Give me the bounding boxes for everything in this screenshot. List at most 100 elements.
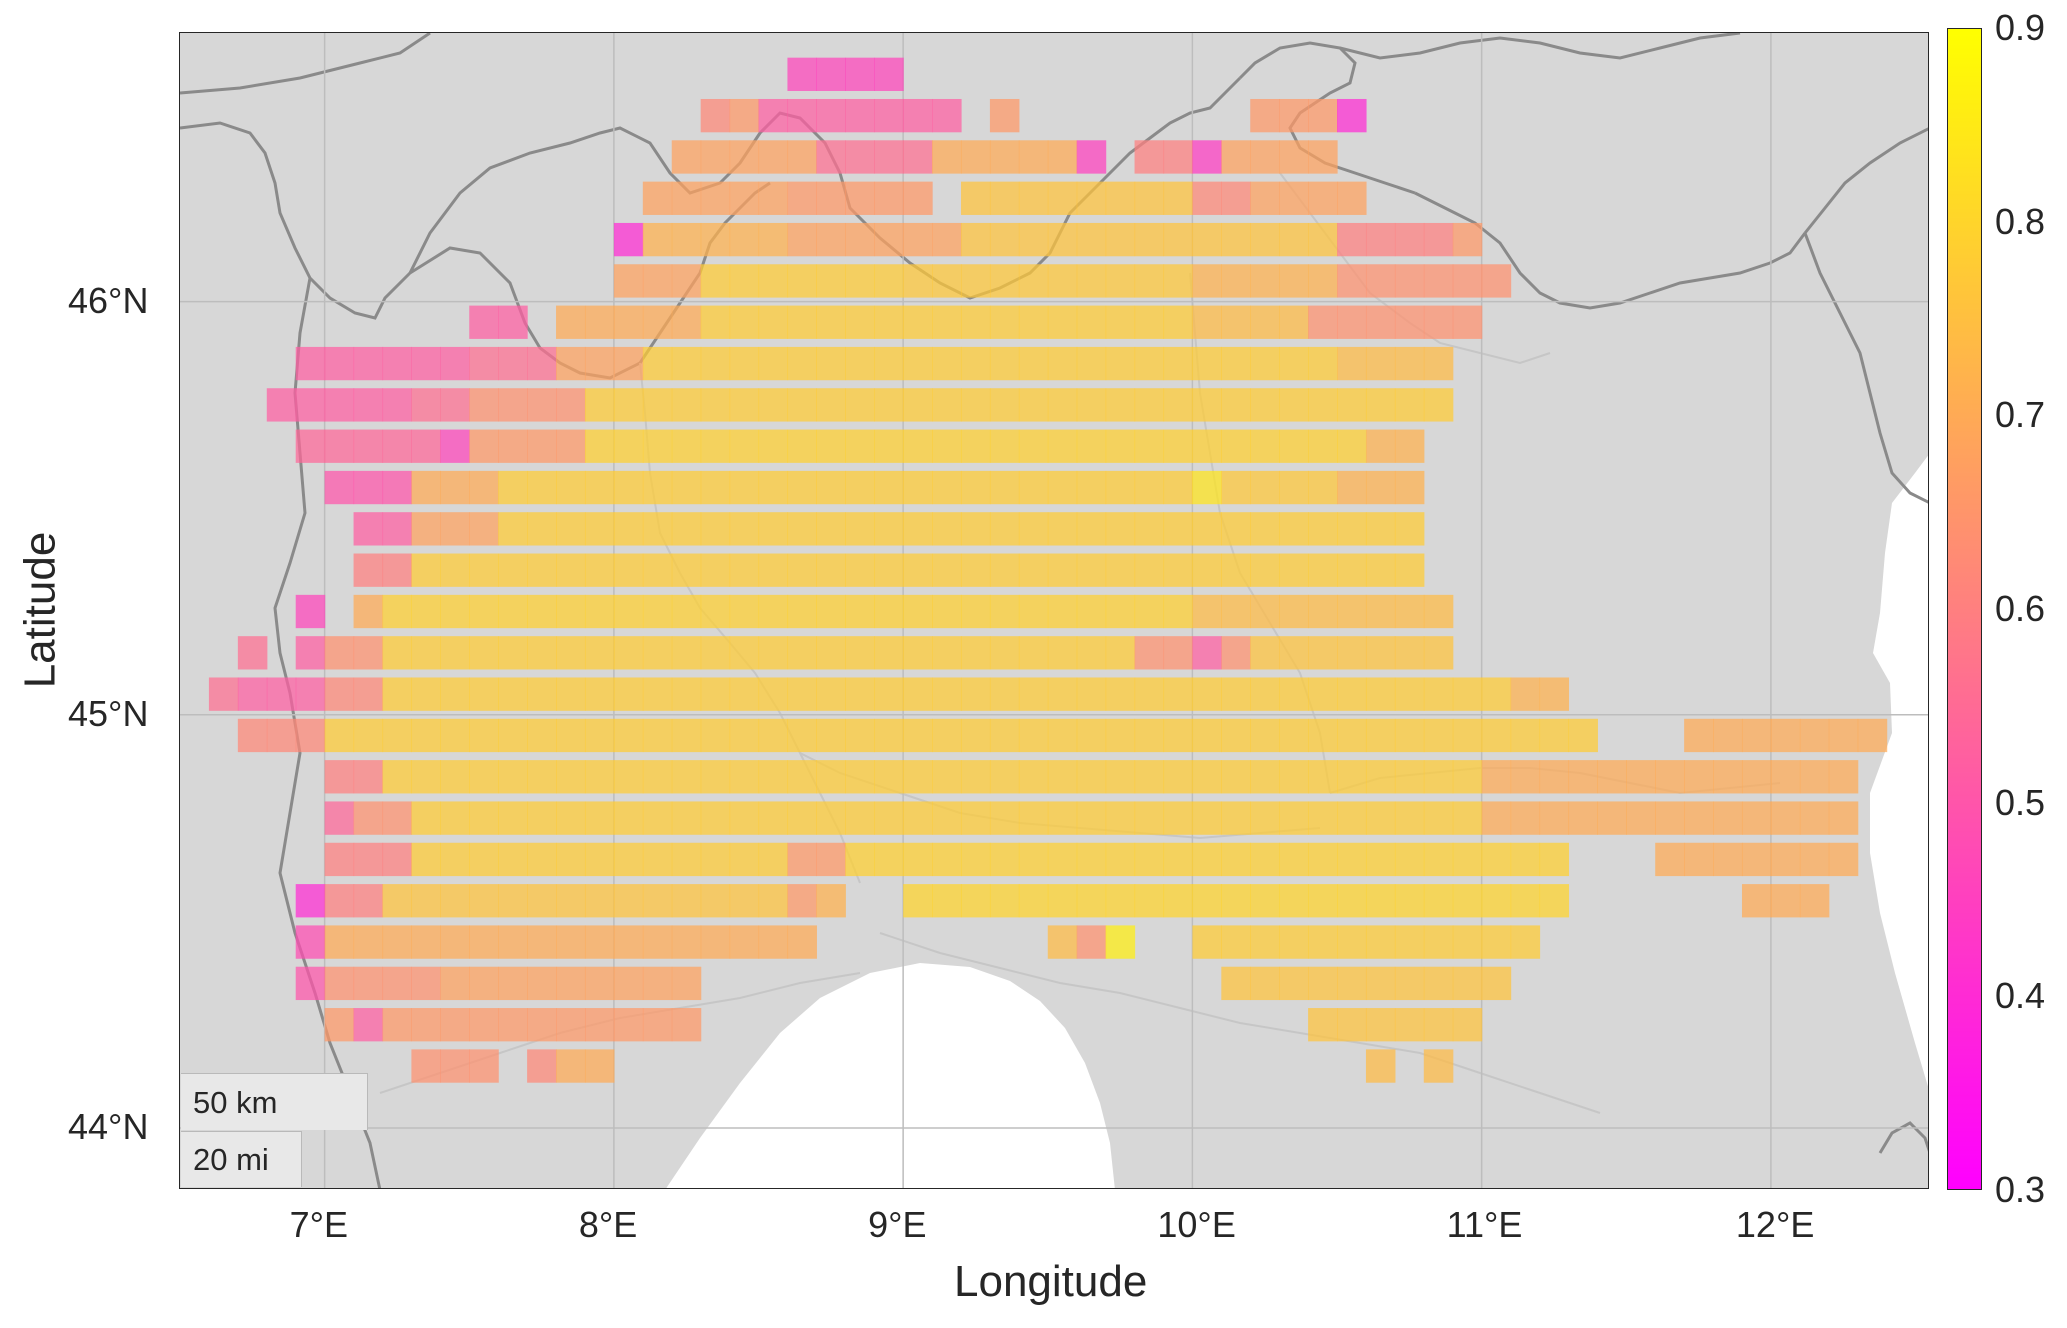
heatmap-cell — [584, 677, 615, 711]
sea-areas — [666, 455, 1928, 1188]
heatmap-cell — [584, 884, 615, 918]
heatmap-cell — [960, 264, 991, 298]
heatmap-cell — [324, 760, 355, 794]
heatmap-cell — [1076, 222, 1107, 257]
heatmap-cell — [932, 718, 962, 753]
heatmap-cell — [671, 760, 702, 794]
heatmap-cell — [613, 966, 644, 1001]
colorbar-tick-label: 0.4 — [1995, 975, 2046, 1017]
heatmap-cell — [1394, 305, 1425, 339]
heatmap-cell — [1337, 925, 1367, 959]
x-tick-label: 10°E — [1157, 1204, 1236, 1245]
heatmap-cell — [1221, 346, 1251, 381]
heatmap-cell — [1192, 264, 1222, 298]
heatmap-cell — [469, 429, 499, 463]
heatmap-cell — [1568, 801, 1598, 835]
heatmap-cell — [1279, 760, 1309, 794]
heatmap-cell — [1018, 636, 1049, 670]
heatmap-cell — [960, 718, 991, 753]
y-tick-label: 46°N — [68, 279, 149, 321]
heatmap-cell — [874, 388, 904, 422]
heatmap-cell — [411, 884, 441, 918]
heatmap-cell — [1163, 140, 1193, 174]
heatmap-cell — [469, 512, 499, 546]
heatmap-cell — [816, 594, 846, 629]
heatmap-cell — [671, 512, 702, 546]
heatmap-cell — [816, 222, 846, 257]
heatmap-cell — [932, 636, 962, 670]
heatmap-cell — [642, 470, 673, 505]
heatmap-cell — [1510, 884, 1541, 918]
heatmap-cell — [469, 925, 499, 959]
heatmap-cell — [787, 57, 817, 91]
heatmap-cell — [382, 346, 413, 381]
heatmap-cell — [729, 718, 760, 753]
heatmap-cell — [469, 636, 499, 670]
map-canvas — [180, 33, 1928, 1188]
heatmap-cell — [1365, 388, 1396, 422]
heatmap-cell — [1076, 512, 1107, 546]
heatmap-cell — [1337, 842, 1367, 877]
heatmap-cell — [816, 388, 846, 422]
heatmap-cell — [498, 718, 528, 753]
heatmap-cell — [1018, 553, 1049, 587]
heatmap-cell — [295, 884, 326, 918]
heatmap-cell — [1250, 636, 1280, 670]
heatmap-cell — [816, 57, 846, 91]
heatmap-cell — [989, 140, 1020, 174]
heatmap-cell — [874, 801, 904, 835]
heatmap-cell — [1221, 842, 1251, 877]
heatmap-cell — [1076, 388, 1107, 422]
heatmap-cell — [1308, 842, 1338, 877]
heatmap-cell — [1221, 305, 1251, 339]
heatmap-cell — [469, 346, 499, 381]
heatmap-cell — [1394, 842, 1425, 877]
heatmap-cell — [787, 222, 817, 257]
heatmap-cell — [1799, 884, 1830, 918]
heatmap-cell — [1365, 842, 1396, 877]
heatmap-cell — [874, 718, 904, 753]
heatmap-cell — [613, 718, 644, 753]
heatmap-cell — [498, 346, 528, 381]
heatmap-cell — [1250, 470, 1280, 505]
heatmap-cell — [1684, 842, 1714, 877]
heatmap-cell — [1279, 264, 1309, 298]
border-austria-italy — [1414, 191, 1807, 310]
heatmap-cell — [440, 1049, 470, 1083]
heatmap-cell — [469, 884, 499, 918]
heatmap-cell — [700, 346, 731, 381]
heatmap-cell — [440, 760, 470, 794]
heatmap-cell — [498, 884, 528, 918]
heatmap-cell — [787, 760, 817, 794]
heatmap-cell — [1452, 264, 1483, 298]
heatmap-cell — [1308, 264, 1338, 298]
heatmap-cell — [1018, 842, 1049, 877]
heatmap-cell — [411, 677, 441, 711]
heatmap-cell — [353, 470, 384, 505]
heatmap-cell — [1365, 677, 1396, 711]
heatmap-cell — [1597, 801, 1627, 835]
heatmap-cell — [932, 470, 962, 505]
heatmap-cell — [1134, 346, 1165, 381]
heatmap-cell — [527, 512, 557, 546]
heatmap-cell — [1394, 677, 1425, 711]
heatmap-cell — [498, 512, 528, 546]
heatmap-cell — [845, 181, 875, 215]
heatmap-cell — [613, 388, 644, 422]
heatmap-cell — [382, 636, 413, 670]
heatmap-cell — [700, 98, 731, 133]
heatmap-cell — [989, 801, 1020, 835]
heatmap-cell — [932, 884, 962, 918]
heatmap-cell — [498, 1008, 528, 1042]
heatmap-cell — [353, 884, 384, 918]
heatmap-cell — [1857, 718, 1888, 753]
heatmap-cell — [1047, 140, 1078, 174]
heatmap-cell — [1105, 181, 1136, 215]
heatmap-cell — [613, 760, 644, 794]
heatmap-cell — [1770, 718, 1801, 753]
heatmap-cell — [960, 388, 991, 422]
heatmap-cell — [1076, 305, 1107, 339]
heatmap-cell — [989, 388, 1020, 422]
heatmap-cell — [1105, 388, 1136, 422]
heatmap-cell — [960, 594, 991, 629]
